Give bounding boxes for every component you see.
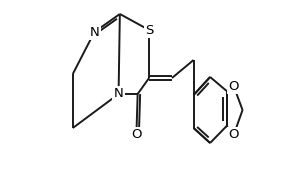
Text: O: O xyxy=(228,128,239,142)
Text: S: S xyxy=(145,23,153,36)
Text: O: O xyxy=(131,128,142,142)
Text: O: O xyxy=(228,79,239,93)
Text: N: N xyxy=(114,88,124,100)
Text: N: N xyxy=(89,26,99,39)
